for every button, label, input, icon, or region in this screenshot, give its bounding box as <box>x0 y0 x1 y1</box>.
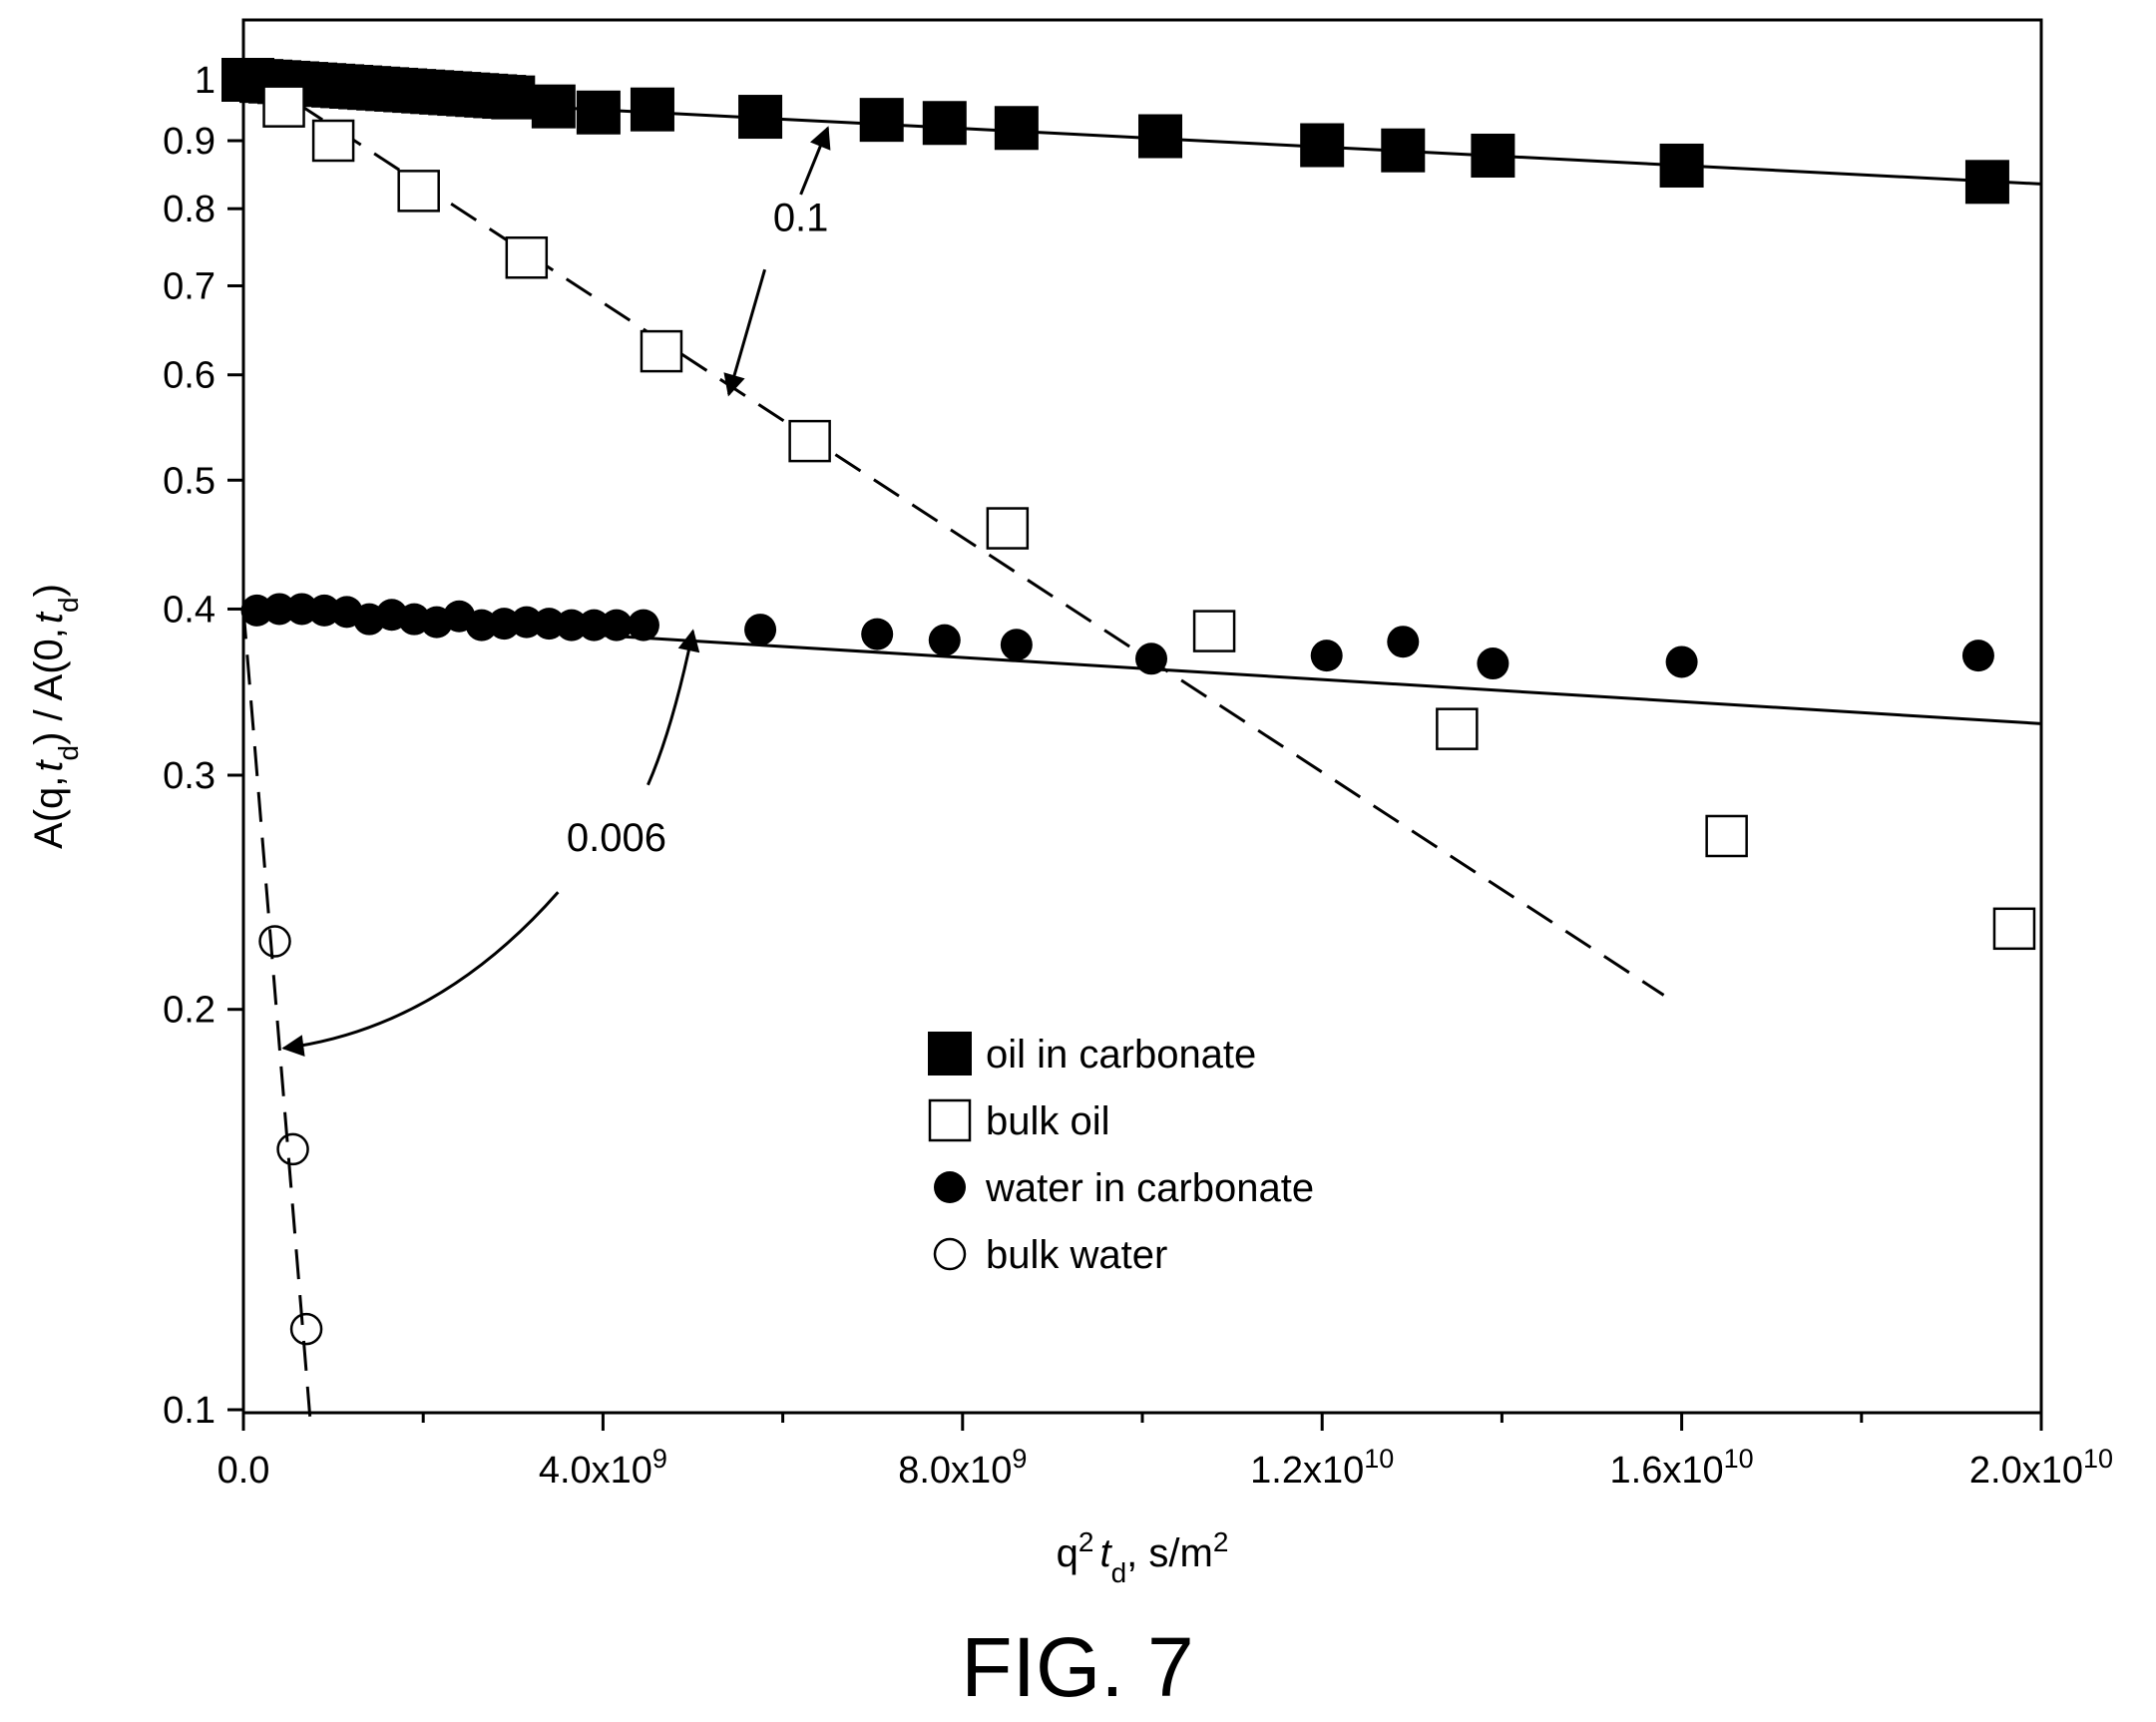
data-point <box>491 75 536 120</box>
y-tick-label: 0.5 <box>163 460 216 502</box>
y-tick-label: 0.7 <box>163 265 216 307</box>
data-point <box>531 84 576 129</box>
y-tick-label: 0.6 <box>163 355 216 397</box>
y-tick-label: 0.3 <box>163 755 216 797</box>
data-points <box>221 58 2036 1346</box>
fit-line-dashed <box>241 609 313 1428</box>
series-2 <box>240 593 1994 680</box>
y-tick-label: 0.9 <box>163 121 216 163</box>
data-point <box>994 106 1039 151</box>
y-tick-label: 0.1 <box>163 1390 216 1432</box>
data-point <box>1961 640 1994 672</box>
data-point <box>1300 123 1345 168</box>
data-point <box>738 95 783 140</box>
data-point <box>258 925 291 958</box>
data-point <box>986 507 1030 550</box>
annotation-label: 0.006 <box>567 816 666 860</box>
data-point <box>1477 647 1509 680</box>
y-axis: 1 0.9 0.8 0.7 0.6 0.5 0.4 0.3 0.2 0.1 <box>163 60 243 1432</box>
y-axis-title: A(q,td) / A(0,td) <box>27 584 84 849</box>
annotations: 0.1 0.006 <box>567 196 829 860</box>
data-point <box>1992 907 2036 951</box>
legend: oil in carbonate bulk oil water in carbona… <box>928 1032 1314 1277</box>
data-point <box>262 85 305 128</box>
x-tick-label: 2.0x1010 <box>1969 1444 2113 1492</box>
x-axis: 0.0 4.0x109 8.0x109 1.2x1010 1.6x1010 2.0x101… <box>217 1413 2113 1492</box>
y-tick-label: 0.4 <box>163 589 216 631</box>
annotation-arrow <box>799 126 831 196</box>
data-point <box>578 609 611 642</box>
x-axis-title: q2 td, s/m2 <box>1057 1526 1229 1588</box>
data-point <box>1471 133 1515 178</box>
y-tick-label: 0.8 <box>163 189 216 230</box>
data-point <box>788 419 831 463</box>
legend-label: water in carbonate <box>985 1166 1314 1210</box>
data-point <box>311 119 355 163</box>
annotation-arrow <box>647 629 700 786</box>
legend-marker <box>928 1098 972 1142</box>
series-0 <box>221 58 2009 205</box>
legend-marker <box>933 1237 967 1271</box>
data-point <box>630 87 674 132</box>
legend-marker <box>928 1032 972 1076</box>
data-point <box>1659 143 1704 188</box>
x-tick-label: 1.6x1010 <box>1610 1444 1754 1492</box>
data-point <box>744 614 777 646</box>
x-tick-label: 4.0x109 <box>539 1444 667 1492</box>
data-point <box>928 624 961 656</box>
data-point <box>505 235 549 279</box>
data-point <box>1964 160 2009 205</box>
data-point <box>276 1132 309 1166</box>
legend-label: oil in carbonate <box>986 1033 1256 1076</box>
data-point <box>627 609 659 642</box>
data-point <box>1436 707 1479 750</box>
data-point <box>576 90 621 135</box>
y-tick-label: 0.2 <box>163 990 216 1032</box>
series-1 <box>262 85 2036 951</box>
legend-label: bulk oil <box>986 1099 1110 1143</box>
data-point <box>600 609 633 642</box>
data-point <box>1381 128 1426 173</box>
annotation-arrow <box>723 268 767 397</box>
data-point <box>1387 626 1420 658</box>
legend-label: bulk water <box>986 1233 1167 1277</box>
data-point <box>397 170 440 213</box>
fit-lines <box>241 90 2042 1428</box>
x-tick-label: 0.0 <box>217 1450 270 1492</box>
annotation-label: 0.1 <box>773 196 829 239</box>
data-point <box>289 1312 323 1346</box>
legend-marker <box>934 1171 966 1203</box>
series-3 <box>258 925 323 1346</box>
data-point <box>1705 814 1748 858</box>
data-point <box>922 101 967 146</box>
data-point <box>640 329 683 373</box>
x-tick-label: 1.2x1010 <box>1250 1444 1394 1492</box>
data-point <box>1192 610 1236 652</box>
annotation-arrows <box>281 126 831 1058</box>
fit-line-dashed <box>296 102 1665 997</box>
figure-caption: FIG. 7 <box>961 1620 1193 1714</box>
data-point <box>861 618 894 650</box>
data-point <box>555 609 588 642</box>
data-point <box>1000 629 1033 661</box>
annotation-arrow <box>281 891 560 1058</box>
y-tick-label: 1 <box>195 60 216 102</box>
data-point <box>1665 646 1698 678</box>
data-point <box>263 593 296 626</box>
data-point <box>1135 643 1168 675</box>
data-point <box>1310 640 1343 672</box>
x-tick-label: 8.0x109 <box>898 1444 1027 1492</box>
data-point <box>859 98 904 143</box>
data-point <box>1138 114 1183 159</box>
